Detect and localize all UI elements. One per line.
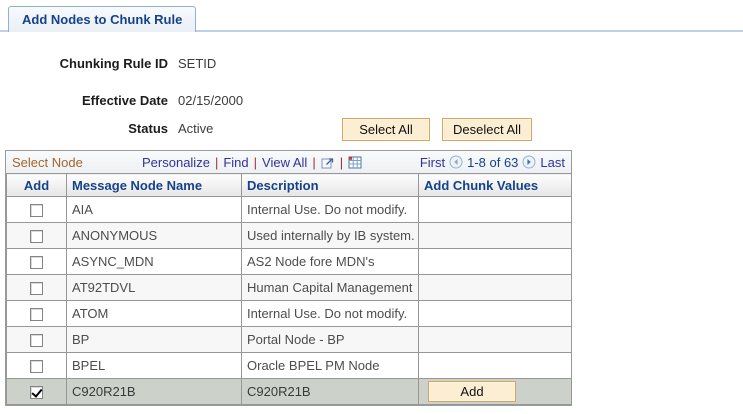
field-chunking-rule-id: Chunking Rule ID SETID (0, 56, 217, 72)
add-chunk-values-cell (418, 222, 572, 249)
grid-toolbar: Personalize | Find | View All | | (142, 155, 362, 170)
add-chunk-values-cell (418, 300, 572, 327)
row-checkbox[interactable] (30, 230, 43, 244)
page-range-label: 1-8 of 63 (467, 154, 519, 170)
table-header-row: Add Message Node Name Description Add Ch… (6, 173, 572, 197)
separator: | (253, 154, 258, 170)
node-name-cell: C920R21B (66, 378, 242, 405)
chunking-rule-id-label: Chunking Rule ID (59, 56, 168, 71)
add-chunk-values-cell: Add (418, 378, 572, 405)
node-name-cell: AT92TDVL (66, 274, 242, 301)
table-row-selected: C920R21B C920R21B Add (6, 378, 572, 405)
description-cell: Internal Use. Do not modify. (241, 196, 419, 223)
add-chunk-values-cell (418, 352, 572, 379)
node-name-cell: ASYNC_MDN (66, 248, 242, 275)
table-row: AT92TDVL Human Capital Management (6, 274, 572, 301)
node-name-cell: AIA (66, 196, 242, 223)
column-header-add-chunk-values: Add Chunk Values (418, 173, 572, 197)
column-header-description: Description (241, 173, 419, 197)
grid-header-bar: Select Node Personalize | Find | View Al… (6, 151, 571, 173)
separator: | (339, 154, 344, 170)
chunking-rule-id-value: SETID (178, 56, 217, 71)
deselect-all-button[interactable]: Deselect All (442, 118, 532, 141)
separator: | (312, 154, 316, 170)
table-row: ASYNC_MDN AS2 Node fore MDN's (6, 248, 572, 275)
column-header-message-node-name: Message Node Name (66, 173, 242, 197)
column-header-add: Add (6, 173, 67, 197)
description-cell: Portal Node - BP (241, 326, 419, 353)
add-chunk-values-cell (418, 196, 572, 223)
table-row: ANONYMOUS Used internally by IB system. (6, 222, 572, 249)
description-cell: Human Capital Management (241, 274, 419, 301)
select-all-button[interactable]: Select All (342, 118, 430, 141)
description-cell: Used internally by IB system. (241, 222, 419, 249)
find-link[interactable]: Find (223, 154, 249, 170)
description-cell: Internal Use. Do not modify. (241, 300, 419, 327)
next-page-icon[interactable] (522, 155, 536, 169)
node-name-cell: ANONYMOUS (66, 222, 242, 249)
description-cell: AS2 Node fore MDN's (241, 248, 419, 275)
table-row: BP Portal Node - BP (6, 326, 572, 353)
select-node-grid: Select Node Personalize | Find | View Al… (5, 150, 572, 406)
separator: | (214, 154, 219, 170)
table-row: AIA Internal Use. Do not modify. (6, 196, 572, 223)
node-name-cell: BP (66, 326, 242, 353)
personalize-link[interactable]: Personalize (142, 154, 210, 170)
add-chunk-values-cell (418, 274, 572, 301)
node-name-cell: BPEL (66, 352, 242, 379)
row-checkbox[interactable] (30, 256, 43, 270)
description-cell: Oracle BPEL PM Node (241, 352, 419, 379)
download-grid-icon[interactable] (348, 156, 362, 169)
field-effective-date: Effective Date 02/15/2000 (0, 93, 243, 109)
view-all-link[interactable]: View All (262, 154, 308, 170)
row-checkbox[interactable] (30, 386, 43, 400)
grid-title: Select Node (12, 154, 83, 170)
effective-date-label: Effective Date (82, 93, 168, 108)
status-value: Active (178, 121, 214, 136)
row-checkbox[interactable] (30, 308, 43, 322)
tab-add-nodes-to-chunk-rule[interactable]: Add Nodes to Chunk Rule (8, 6, 197, 32)
first-link[interactable]: First (419, 154, 446, 170)
status-label: Status (128, 121, 168, 136)
add-chunk-values-cell (418, 326, 572, 353)
last-link[interactable]: Last (540, 154, 565, 170)
description-cell: C920R21B (241, 378, 419, 405)
table-row: BPEL Oracle BPEL PM Node (6, 352, 572, 379)
row-checkbox[interactable] (30, 204, 43, 218)
row-checkbox[interactable] (30, 360, 43, 374)
previous-page-icon[interactable] (449, 155, 463, 169)
node-name-cell: ATOM (66, 300, 242, 327)
table-row: ATOM Internal Use. Do not modify. (6, 300, 572, 327)
add-chunk-values-cell (418, 248, 572, 275)
effective-date-value: 02/15/2000 (178, 93, 244, 108)
grid-pager: First 1-8 of 63 Last (420, 155, 565, 170)
row-add-button[interactable]: Add (428, 381, 516, 402)
zoom-new-window-icon[interactable] (321, 156, 335, 169)
select-node-table: Add Message Node Name Description Add Ch… (6, 173, 572, 405)
field-status: Status Active (0, 121, 213, 137)
row-checkbox[interactable] (30, 282, 43, 296)
row-checkbox[interactable] (30, 334, 43, 348)
tab-strip: Add Nodes to Chunk Rule (0, 0, 743, 32)
